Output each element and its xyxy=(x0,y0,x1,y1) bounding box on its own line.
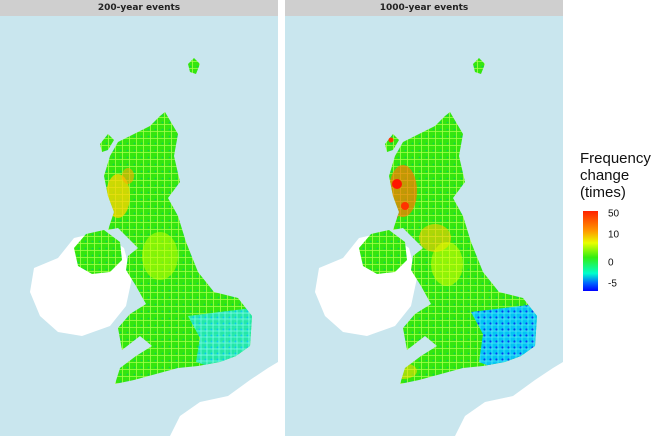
legend-title-line: (times) xyxy=(580,184,626,201)
uk-map-1000 xyxy=(285,16,563,436)
map-1000-year xyxy=(285,16,563,436)
france-land xyxy=(455,362,563,436)
panel-title: 200-year events xyxy=(0,0,278,16)
orkney-islands xyxy=(473,58,485,74)
legend-color-bar xyxy=(583,211,598,291)
map-200-year xyxy=(0,16,278,436)
orkney-islands xyxy=(188,58,200,74)
northern-ireland xyxy=(74,230,122,274)
western-isles xyxy=(385,134,399,152)
legend-tick-label: -5 xyxy=(608,278,617,290)
legend-tick-label: 0 xyxy=(608,257,614,269)
uk-map-200 xyxy=(0,16,278,436)
legend-tick-label: 50 xyxy=(608,208,620,220)
color-legend: Frequency change (times) 50 10 0 -5 xyxy=(580,150,652,291)
northern-ireland xyxy=(359,230,407,274)
legend-scale: 50 10 0 -5 xyxy=(580,208,652,291)
legend-tick-label: 10 xyxy=(608,229,620,241)
panel-200-year: 200-year events xyxy=(0,0,278,436)
legend-title-line: Frequency xyxy=(580,150,651,167)
panel-title: 1000-year events xyxy=(285,0,563,16)
france-land xyxy=(170,362,278,436)
panel-1000-year: 1000-year events xyxy=(285,0,563,436)
legend-title: Frequency change (times) xyxy=(580,150,652,201)
western-isles xyxy=(100,134,114,152)
legend-title-line: change xyxy=(580,167,630,184)
